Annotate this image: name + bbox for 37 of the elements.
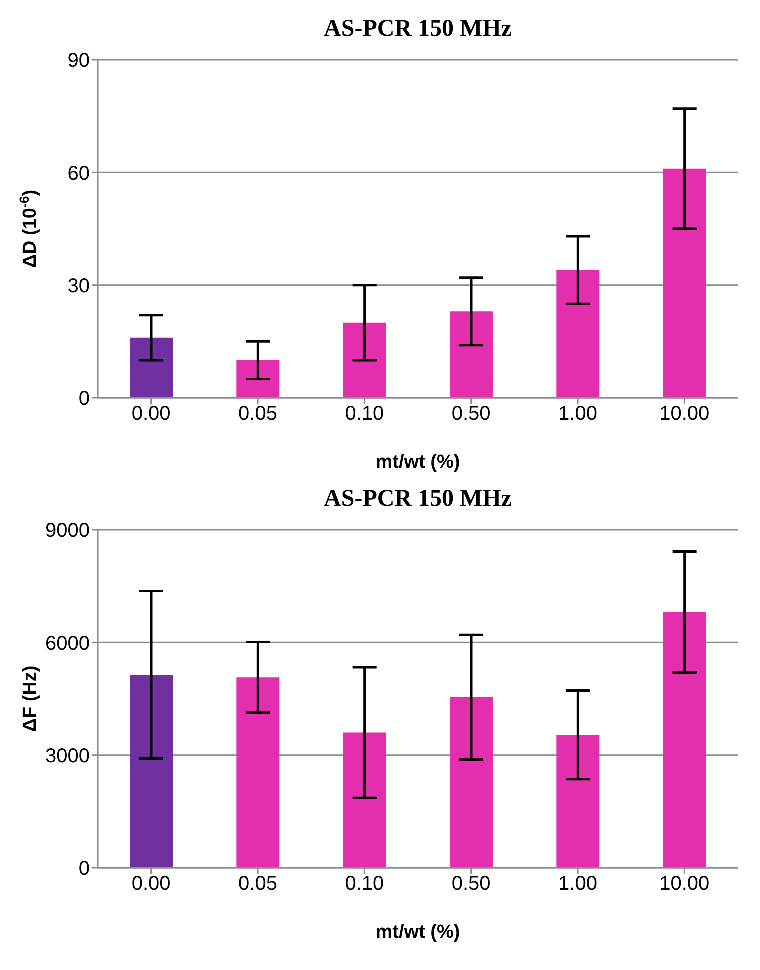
x-axis-title: mt/wt (%)	[376, 452, 460, 473]
x-tick-label: 0.05	[238, 403, 278, 426]
bar	[343, 322, 386, 398]
x-tick-label: 1.00	[558, 403, 598, 426]
bar	[556, 270, 600, 398]
x-tick-label: 0.10	[345, 403, 384, 426]
bar	[556, 735, 600, 868]
x-axis-title: mt/wt (%)	[376, 922, 460, 943]
bar	[343, 732, 386, 868]
bar	[130, 338, 173, 398]
x-tick-label: 0.10	[345, 873, 384, 896]
y-tick-label: 90	[68, 50, 90, 72]
x-tick-label: 1.00	[558, 873, 598, 896]
y-tick-label: 60	[68, 162, 90, 185]
x-tick-label: 0.50	[452, 403, 491, 426]
x-tick-label: 10.00	[660, 873, 710, 896]
y-tick-label: 9000	[46, 520, 90, 542]
x-tick-label: 10.00	[660, 403, 710, 426]
chart-title: AS-PCR 150 MHz	[324, 486, 512, 512]
chart-title: AS-PCR 150 MHz	[324, 16, 512, 42]
bar	[236, 360, 280, 398]
x-tick-label: 0.00	[132, 403, 171, 426]
bar	[663, 612, 706, 868]
y-tick-label: 6000	[46, 632, 90, 655]
y-tick-label: 3000	[46, 745, 90, 768]
bar	[450, 312, 493, 398]
y-axis-title: ΔF (Hz)	[20, 666, 41, 732]
bar	[130, 674, 173, 868]
y-tick-label: 0	[78, 858, 90, 880]
y-tick-label: 0	[78, 388, 90, 410]
x-tick-label: 0.50	[452, 873, 491, 896]
bar	[236, 678, 280, 868]
bar	[450, 698, 493, 868]
x-tick-label: 0.05	[238, 873, 278, 896]
x-tick-label: 0.00	[132, 873, 171, 896]
y-tick-label: 30	[68, 275, 90, 298]
bar	[663, 168, 706, 398]
